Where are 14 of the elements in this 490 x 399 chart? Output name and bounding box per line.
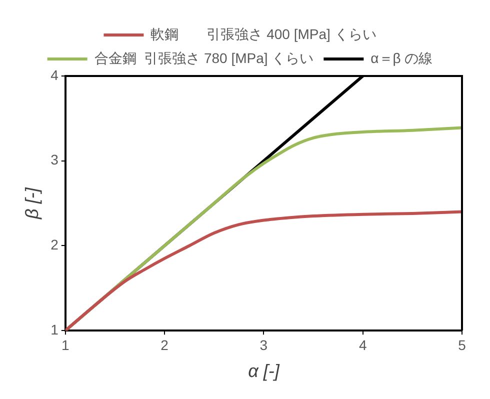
- y-tick-label: 4: [50, 66, 59, 83]
- legend-label: α＝β の線: [370, 50, 433, 66]
- y-tick-label: 1: [50, 321, 59, 338]
- x-tick-label: 5: [458, 336, 466, 353]
- x-tick-label: 1: [61, 336, 70, 353]
- y-axis-title: β [-]: [22, 186, 42, 220]
- y-tick-label: 2: [50, 236, 59, 253]
- x-tick-label: 3: [260, 336, 268, 353]
- x-tick-label: 2: [160, 336, 169, 353]
- legend-label: 合金鋼 引張強さ 780 [MPa] くらい: [94, 50, 314, 66]
- legend-label: 軟鋼 引張強さ 400 [MPa] くらい: [150, 26, 376, 42]
- x-axis-title: α [-]: [248, 361, 280, 382]
- x-tick-label: 4: [358, 336, 367, 353]
- y-tick-label: 3: [50, 152, 59, 168]
